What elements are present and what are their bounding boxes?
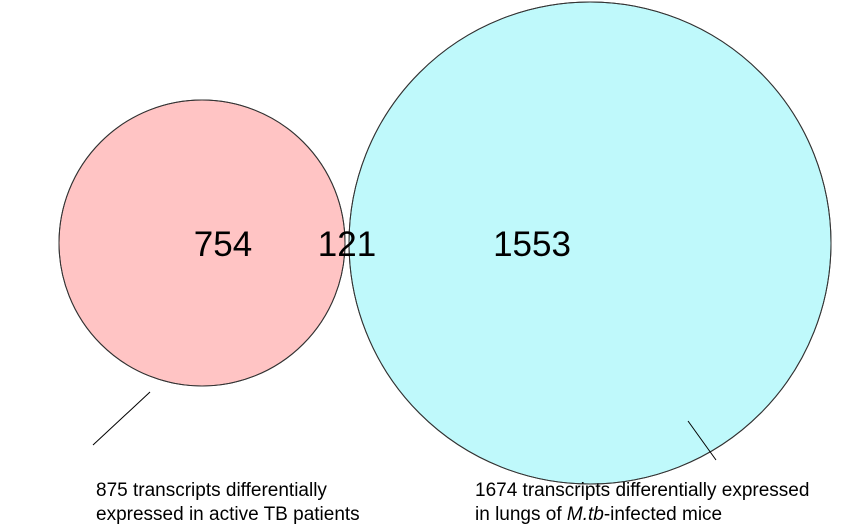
left-set-outline [58, 99, 346, 387]
right-set-outline [348, 1, 832, 485]
left-caption-line-2: expressed in active TB patients [96, 504, 360, 525]
right-caption-organism: M.tb [566, 504, 604, 525]
overlap-count: 121 [318, 225, 376, 264]
right-caption-line-2: in lungs of M.tb-infected mice [475, 503, 809, 527]
left-unique-count: 754 [194, 225, 252, 264]
right-set-circle [348, 1, 832, 485]
right-caption-prefix: in lungs of [475, 504, 567, 525]
left-leader-line [92, 391, 151, 446]
left-set-caption: 875 transcripts differentially expressed… [96, 479, 360, 527]
left-caption-line-1: 875 transcripts differentially [96, 480, 327, 501]
right-set-caption: 1674 transcripts differentially expresse… [475, 479, 809, 527]
right-leader-line [687, 420, 717, 461]
right-unique-count: 1553 [493, 225, 571, 264]
right-caption-suffix: -infected mice [603, 504, 723, 525]
right-caption-line-1: 1674 transcripts differentially expresse… [475, 480, 810, 501]
